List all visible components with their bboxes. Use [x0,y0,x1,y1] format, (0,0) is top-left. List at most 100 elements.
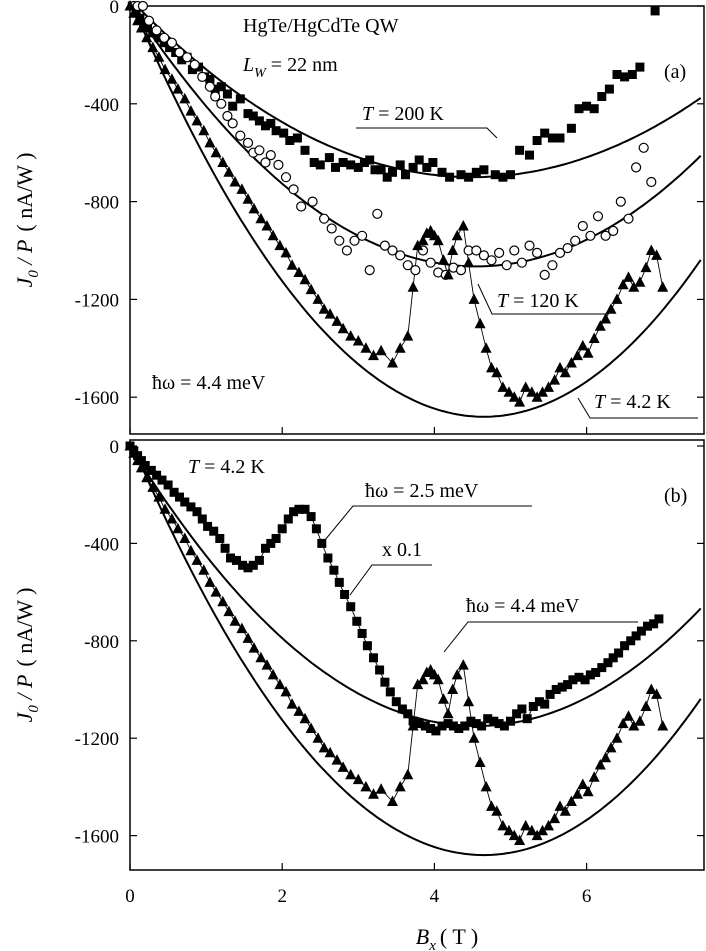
panel-a-series-2-point [447,244,459,255]
panel-b-series-0-point [220,543,230,553]
panel-a-series-0-point [635,62,645,72]
panel-b-series-0-point [329,565,339,575]
panel-a-series-2-point [463,256,475,268]
panel-b-series-0-point [340,590,350,599]
panel-a-series-1-point [137,0,148,12]
label-t-120k-value: = 120 K [508,290,579,312]
panel-b-series-1-point [236,622,248,634]
panel-a-series-1-point [562,243,573,254]
panel-a-series-1-point [387,245,398,256]
panel-a-series-1-point [260,157,271,168]
panel-b-series-1-point [299,712,311,724]
panel-b-series-0-point [551,685,561,694]
panel-a-series-1-point [182,52,193,63]
panel-b-series-1-point [588,771,600,782]
panel-a-series-1-point [235,130,246,141]
panel-a-series-0-point [589,104,599,114]
panel-a-series-0-point [365,155,375,165]
panel-a-series-0-point [428,158,438,167]
panel-b-series-1-point [447,683,459,694]
panel-a-series-1-point [280,172,292,183]
panel-a-series-0-point [131,6,141,16]
panel-b-series-0-point [517,704,527,714]
panel-b-series-0-point [426,724,436,733]
panel-b-series-0-point [380,677,390,687]
panel-b-series-0-point [334,577,344,587]
panel-b-series-0-point [545,689,555,699]
panel-a-series-1-point [307,196,318,207]
panel-b-series-1-point [198,564,210,575]
panel-b-series-0-point [391,697,401,707]
sample-label: HgTe/HgCdTe QW [243,15,399,37]
panel-a-series-2-point [572,349,583,361]
panel-b-series-1-point [531,829,543,841]
panel-b-y-title-ratio: / P [12,675,37,706]
panel-a-series-1-point [341,245,352,256]
panel-a-series-0-point [437,167,447,177]
panel-b-series-1-point [204,576,216,587]
panel-b-series-0-point [522,714,532,724]
panel-a-series-0-point [445,172,455,182]
panel-a-series-2-point [286,259,298,270]
panel-a-series-2-point [503,386,515,397]
panel-b-series-1-point [394,780,406,792]
panel-a-series-0-point [285,136,295,145]
panel-b: 0 -400 -800 -1200 -1600 0 2 4 6 T = 4.2 K (b) ħω… [75,437,705,907]
panel-a-series-0-point [650,6,660,16]
panel-a-ticks: 0 -400 -800 -1200 -1600 [75,0,704,434]
panel-b-series-0-point [226,553,235,563]
panel-a-series-0-point [515,145,525,155]
panel-a-series-2-point [223,166,235,177]
panel-b-series-1-point [166,513,178,524]
panel-a-series-1-point [151,25,162,36]
panel-a-series-0-point [612,70,622,79]
panel-b-series-0-point [620,641,630,651]
panel-a-series-2-point [480,342,492,353]
panel-a-series-2-point [128,7,140,18]
panel-b-series-0-point [397,704,407,714]
panel-a-series-0-point [620,72,630,82]
panel-b-temperature-value: = 4.2 K [199,456,265,478]
panel-a-series-1-point [222,110,233,122]
panel-a-series-2-point [508,391,520,402]
panel-a-series-2-point [312,293,324,304]
panel-b-series-1-point [147,481,159,492]
panel-a-series-1-point [159,32,170,43]
panel-b-series-1-point [132,454,144,466]
panel-b-series-1-point [261,659,273,670]
panel-a-series-0-point [271,126,281,136]
panel-a-markers [124,0,669,407]
panel-a-series-0-point [210,84,220,94]
leader-t-4k [577,397,698,419]
panel-a-series-1-point [531,247,543,258]
panel-b-series-1-point [318,741,330,753]
panel-a-fit-curve-1 [129,2,702,268]
panel-a-series-1-point [189,59,200,70]
panel-a-series-0-point [292,133,302,143]
panel-a-series-2-point [261,220,273,231]
panel-b-series-0-point [608,653,618,663]
panel-a-series-2-point [588,332,600,343]
panel-b-series-0-point [557,682,567,692]
panel-a-series-2-point [124,0,136,11]
panel-a-series-0-point [324,153,334,163]
panel-a-series-2-point [280,246,292,258]
panel-a-series-0-point [566,123,576,133]
panel-b-series-0-point [568,675,578,685]
panel-b-series-0-point [180,497,190,507]
panel-a-series-2-point [267,229,279,241]
panel-a-series-2-point [135,22,147,33]
panel-a-series-2-point [236,183,248,194]
panel-a-series-0-point [597,92,607,101]
panel-b-y-axis-title: J0 / P ( nA/W ) [12,588,42,723]
panel-a-series-2-point [531,391,543,402]
panel-b-series-1-point [217,595,229,607]
panel-a-series-0-point [532,136,542,145]
label-t-4k-value: = 4.2 K [605,391,671,413]
panel-a-fit-curve-2 [132,7,702,418]
panel-b-series-1-point [159,503,171,514]
panel-a-series-1-point [638,142,649,153]
panel-b-series-0-point [136,456,146,466]
panel-a-series-2-point [554,361,566,373]
